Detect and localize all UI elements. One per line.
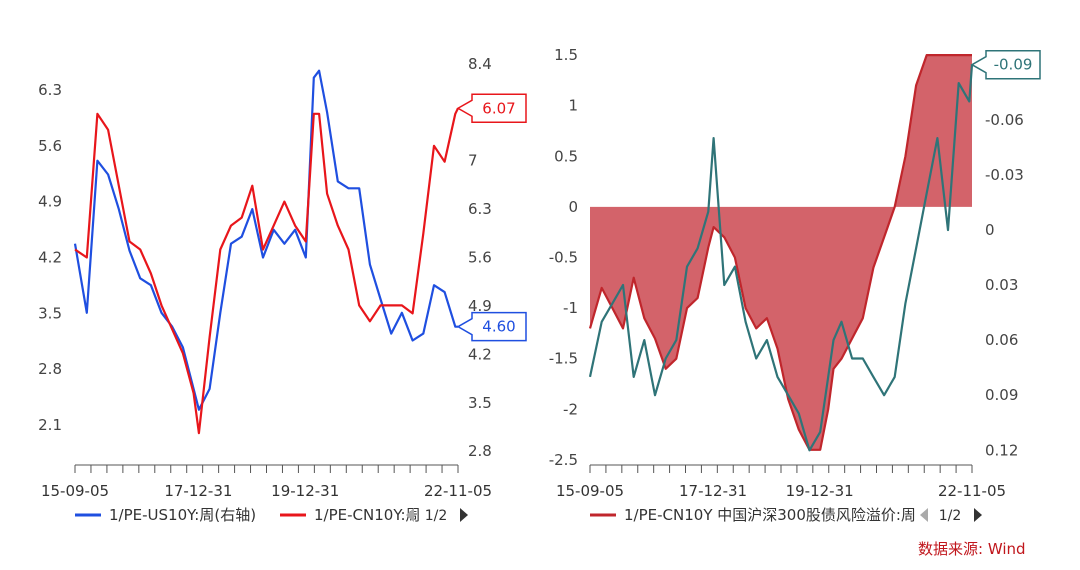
callout-box [970,49,1041,80]
callout-box [456,311,527,342]
legend-entry: 1/PE-US10Y:周(右轴) [109,506,256,524]
y-left-tick-label: 0 [568,198,578,216]
y-left-tick-label: 3.5 [38,304,62,322]
y-left-tick-label: 5.6 [38,137,62,155]
y-right-tick-label: 0 [985,221,995,239]
callout-box [456,93,527,124]
x-tick-label: 15-09-05 [41,482,109,500]
y-left-tick-label: -0.5 [549,249,578,267]
legend-entry: 1/PE-CN10Y:周 [314,506,421,524]
y-right-tick-label: -0.03 [985,166,1024,184]
y-left-tick-label: 2.1 [38,416,62,434]
pager-next-icon [460,508,468,522]
y-left-tick-label: -2.5 [549,451,578,469]
y-right-tick-label: 4.9 [468,297,492,315]
chart-1: 15-09-05 17-12-31 19-12-31 22-11-05 2.1 2.8 3.… [38,55,527,524]
legend-entry: 1/PE-CN10Y 中国沪深300股债风险溢价:周 [624,506,916,524]
y-left-tick-label: 1 [568,97,578,115]
x-tick-label: 19-12-31 [271,482,339,500]
series-line-0 [588,54,972,451]
y-right-tick-label: 4.2 [468,345,492,363]
pager-label: 1/2 [425,508,448,524]
x-tick-label: 17-12-31 [164,482,232,500]
pager-prev-icon [406,508,414,522]
legend: 1/PE-CN10Y 中国沪深300股债风险溢价:周 1/2 [590,506,982,524]
callout: -0.09 [970,49,1041,80]
y-left-tick-label: 0.5 [554,147,578,165]
callout-label: 6.07 [482,99,515,117]
y-left-tick-label: -1 [563,299,578,317]
callout: 6.07 [456,93,527,124]
x-tick-label: 19-12-31 [786,482,854,500]
pager-prev-icon [920,508,928,522]
y-left-tick-label: 6.3 [38,81,62,99]
y-right-tick-label: 0.09 [985,386,1018,404]
series-line-1 [588,64,974,452]
y-right-tick-label: 3.5 [468,394,492,412]
series-line-1 [74,107,459,435]
y-left-tick-label: -2 [563,400,578,418]
chart-2: 15-09-05 17-12-31 19-12-31 22-11-05 -2.5 -2 -1… [549,46,1041,524]
series-line-0 [73,69,458,411]
y-left-tick-label: 4.9 [38,193,62,211]
y-right-tick-label: 8.4 [468,55,492,73]
pager-next-icon [974,508,982,522]
callout: 4.60 [456,311,527,342]
source-label: 数据来源: Wind [918,540,1026,558]
y-left-tick-label: 1.5 [554,46,578,64]
x-tick-label: 22-11-05 [938,482,1006,500]
y-right-tick-label: 0.03 [985,276,1018,294]
x-tick-label: 15-09-05 [556,482,624,500]
y-right-tick-label: 7 [468,152,478,170]
y-left-tick-label: -1.5 [549,350,578,368]
y-right-tick-label: 2.8 [468,442,492,460]
pager-label: 1/2 [939,508,962,524]
callout-label: -0.09 [994,56,1033,74]
y-left-tick-label: 2.8 [38,360,62,378]
y-right-tick-label: 5.6 [468,249,492,267]
x-tick-label: 17-12-31 [679,482,747,500]
legend: 1/PE-US10Y:周(右轴) 1/PE-CN10Y:周 1/2 [75,506,468,524]
y-right-tick-label: -0.06 [985,111,1024,129]
y-left-tick-label: 4.2 [38,249,62,267]
callout-label: 4.60 [482,318,515,336]
area-fill [590,55,972,450]
y-right-tick-label: 0.12 [985,441,1018,459]
y-right-tick-label: 6.3 [468,200,492,218]
x-tick-label: 22-11-05 [424,482,492,500]
y-right-tick-label: 0.06 [985,331,1018,349]
